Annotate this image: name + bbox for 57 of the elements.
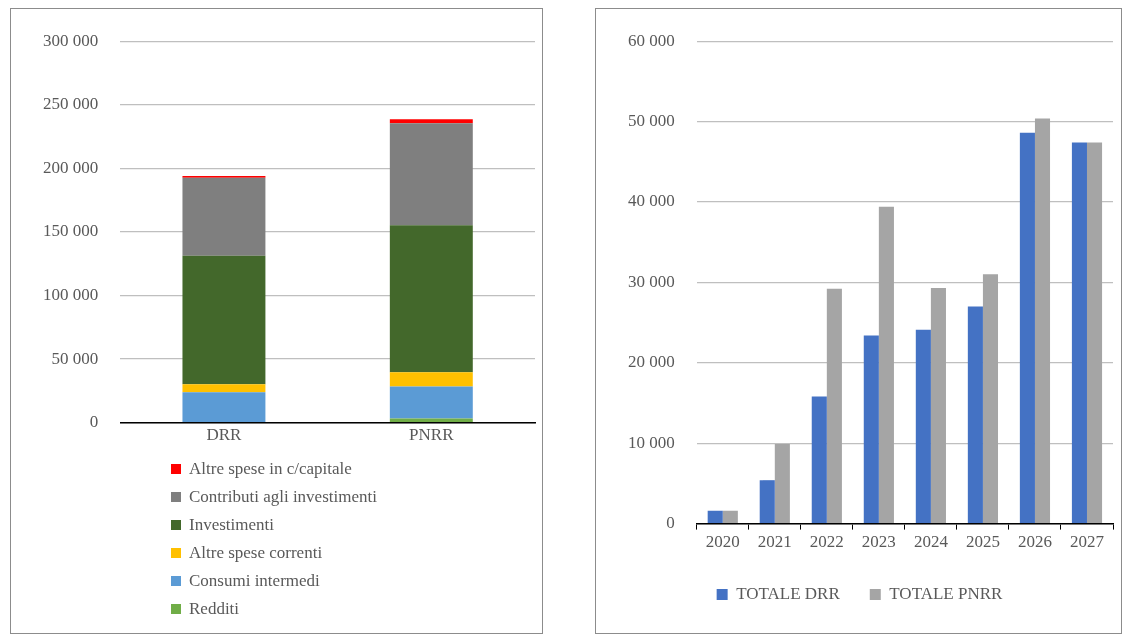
x-tick-label: 2027 — [1070, 532, 1105, 552]
x-tick-label: 2022 — [810, 532, 845, 552]
bar — [389, 386, 473, 419]
bar — [389, 119, 473, 124]
y-tick-label: 200 000 — [43, 157, 99, 177]
y-tick-label: 10 000 — [628, 432, 676, 452]
y-tick-label: 50 000 — [628, 111, 676, 131]
legend-label: TOTALE PNRR — [889, 583, 1004, 603]
bar — [1035, 118, 1051, 523]
y-tick-label: 40 000 — [628, 191, 676, 211]
y-tick-label: 0 — [89, 412, 99, 432]
x-tick-label: 2023 — [862, 532, 897, 552]
legend-label: Redditi — [189, 599, 240, 619]
x-tick-label: 2020 — [706, 532, 741, 552]
y-tick-label: 30 000 — [628, 271, 676, 291]
legend-label: Consumi intermedi — [189, 571, 320, 591]
bar — [182, 177, 266, 256]
y-tick-label: 150 000 — [43, 221, 99, 241]
bar — [389, 225, 473, 373]
bar — [1020, 132, 1036, 523]
bar — [1072, 142, 1088, 523]
bar — [182, 255, 266, 385]
x-tick-label: 2025 — [966, 532, 1001, 552]
y-tick-label: 300 000 — [43, 30, 99, 50]
x-tick-label: 2024 — [914, 532, 949, 552]
legend-label: TOTALE DRR — [736, 583, 841, 603]
bar — [389, 123, 473, 226]
bar — [389, 372, 473, 387]
bar — [775, 444, 791, 523]
legend-label: Altre spese correnti — [189, 543, 323, 563]
bar — [916, 329, 932, 523]
x-tick-label: PNRR — [409, 425, 455, 445]
bar — [182, 384, 266, 393]
legend-label: Contributi agli investimenti — [189, 487, 377, 507]
bar — [182, 392, 266, 422]
bar — [968, 306, 984, 523]
bar — [723, 510, 739, 523]
y-tick-label: 50 000 — [51, 348, 99, 368]
bar — [879, 206, 895, 523]
bar — [760, 480, 776, 523]
bar — [1087, 142, 1103, 523]
y-tick-label: 20 000 — [628, 352, 676, 372]
bar — [827, 288, 843, 523]
bar — [708, 510, 724, 523]
y-tick-label: 250 000 — [43, 94, 99, 114]
bar — [812, 396, 828, 523]
x-tick-label: 2021 — [758, 532, 793, 552]
bar — [931, 288, 947, 523]
y-tick-label: 60 000 — [628, 30, 676, 50]
y-tick-label: 100 000 — [43, 284, 99, 304]
x-tick-label: 2026 — [1018, 532, 1053, 552]
y-tick-label: 0 — [666, 513, 676, 533]
legend-label: Investimenti — [189, 515, 274, 535]
legend-label: Altre spese in c/capitale — [189, 459, 352, 479]
bar — [983, 274, 999, 523]
x-tick-label: DRR — [206, 425, 243, 445]
bar — [864, 335, 880, 523]
